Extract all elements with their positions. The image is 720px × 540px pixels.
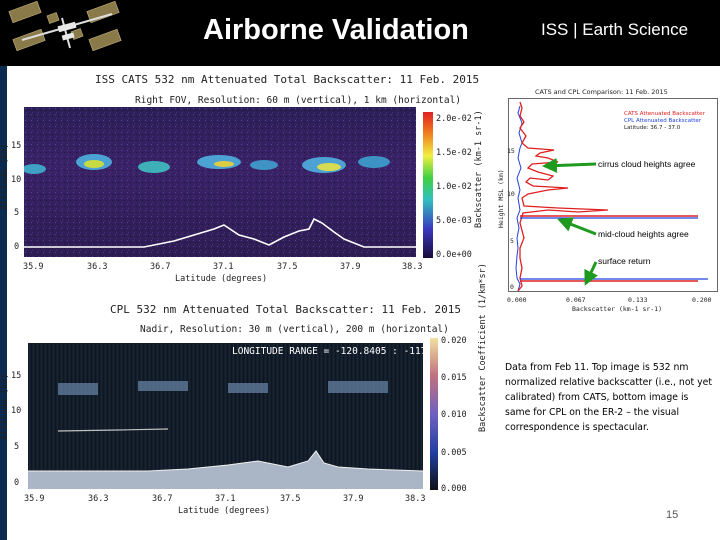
cats-backscatter-image <box>24 107 416 257</box>
cpl-xlabel: Latitude (degrees) <box>178 506 271 516</box>
cmp-xtick: 0.133 <box>628 296 648 304</box>
cpl-ytick: 10 <box>11 406 22 416</box>
cpl-ylabel: Altitude (km) <box>0 373 10 440</box>
cpl-plot-subtitle: Nadir, Resolution: 30 m (vertical), 200 … <box>140 324 449 335</box>
cpl-ytick: 5 <box>14 442 20 452</box>
org-label: ISS | Earth Science <box>541 20 689 39</box>
cats-xtick: 38.3 <box>402 262 423 272</box>
cats-ylabel: Altitude (km) <box>0 143 10 210</box>
cpl-longitude-inset: LONGITUDE RANGE = -120.8405 : -117.2947 <box>232 346 456 357</box>
cpl-cbar-tick: 0.005 <box>441 448 467 458</box>
comparison-title: CATS and CPL Comparison: 11 Feb. 2015 <box>535 88 668 96</box>
page-title: Airborne Validation <box>203 14 469 46</box>
cpl-xtick: 35.9 <box>24 494 45 504</box>
legend-cpl: CPL Attenuated Backscatter <box>624 118 702 124</box>
cats-colorbar-label: Backscatter (km-1 sr-1) <box>474 110 484 228</box>
cats-ytick: 0 <box>14 242 20 252</box>
cats-xlabel: Latitude (degrees) <box>175 274 268 284</box>
cpl-colorbar-label: Backscatter Coefficient (1/km*sr) <box>478 263 488 432</box>
cpl-ytick: 0 <box>14 478 20 488</box>
cpl-cbar-tick: 0.015 <box>441 373 467 383</box>
cats-cbar-tick: 2.0e-02 <box>436 114 472 124</box>
midcloud-arrow <box>557 217 597 236</box>
annotation-arrows <box>542 158 598 286</box>
iss-station-image <box>2 0 130 64</box>
cpl-plot-title: CPL 532 nm Attenuated Total Backscatter:… <box>110 303 461 316</box>
cats-xtick: 37.9 <box>340 262 361 272</box>
cats-cbar-tick: 0.0e+00 <box>436 250 472 260</box>
cpl-cbar-tick: 0.010 <box>441 410 467 420</box>
cpl-xtick: 37.1 <box>215 494 236 504</box>
left-sidebar-strip <box>0 66 7 540</box>
cats-ytick: 10 <box>11 175 22 185</box>
cpl-cbar-tick: 0.000 <box>441 484 467 494</box>
cpl-xtick: 36.7 <box>152 494 173 504</box>
cpl-cbar-tick: 0.020 <box>441 336 467 346</box>
cats-xtick: 35.9 <box>23 262 44 272</box>
midcloud-annotation: mid-cloud heights agree <box>598 229 689 239</box>
cats-ytick: 15 <box>11 141 22 151</box>
cmp-ytick: 5 <box>510 237 514 245</box>
cmp-ytick: 15 <box>507 147 515 155</box>
cats-plot-title: ISS CATS 532 nm Attenuated Total Backsca… <box>95 73 480 86</box>
legend-cats: CATS Attenuated Backscatter <box>624 111 705 117</box>
cpl-xtick: 38.3 <box>405 494 426 504</box>
cmp-xtick: 0.200 <box>692 296 712 304</box>
description-text: Data from Feb 11. Top image is 532 nm no… <box>505 362 712 433</box>
cats-cbar-tick: 5.0e-03 <box>436 216 472 226</box>
cats-xtick: 36.7 <box>150 262 171 272</box>
surface-annotation: surface return <box>598 256 651 266</box>
surface-arrow <box>584 261 598 286</box>
cmp-ylabel: Height MSL (km) <box>497 169 505 228</box>
cmp-xtick: 0.000 <box>507 296 527 304</box>
cpl-xtick: 37.9 <box>343 494 364 504</box>
cats-plot-subtitle: Right FOV, Resolution: 60 m (vertical), … <box>135 95 462 106</box>
cats-xtick: 37.1 <box>213 262 234 272</box>
legend-latitude: Latitude: 36.7 - 37.0 <box>624 125 681 131</box>
header-bar <box>0 0 720 66</box>
page-number: 15 <box>666 509 679 521</box>
cmp-ytick: 10 <box>507 190 515 198</box>
cpl-backscatter-image <box>28 343 423 489</box>
cats-xtick: 36.3 <box>87 262 108 272</box>
comparison-profile-plot <box>508 98 718 292</box>
cpl-xtick: 37.5 <box>280 494 301 504</box>
cirrus-annotation: cirrus cloud heights agree <box>598 159 696 169</box>
cats-xtick: 37.5 <box>277 262 298 272</box>
cats-colorbar <box>423 112 433 258</box>
cpl-colorbar <box>430 338 438 490</box>
cats-cbar-tick: 1.0e-02 <box>436 182 472 192</box>
cpl-ytick: 15 <box>11 371 22 381</box>
cmp-xlabel: Backscatter (km-1 sr-1) <box>572 305 663 313</box>
cmp-xtick: 0.067 <box>566 296 586 304</box>
cmp-ytick: 0 <box>510 283 514 291</box>
cats-ytick: 5 <box>14 208 20 218</box>
cirrus-arrow <box>542 158 597 174</box>
cats-cbar-tick: 1.5e-02 <box>436 148 472 158</box>
cpl-xtick: 36.3 <box>88 494 109 504</box>
